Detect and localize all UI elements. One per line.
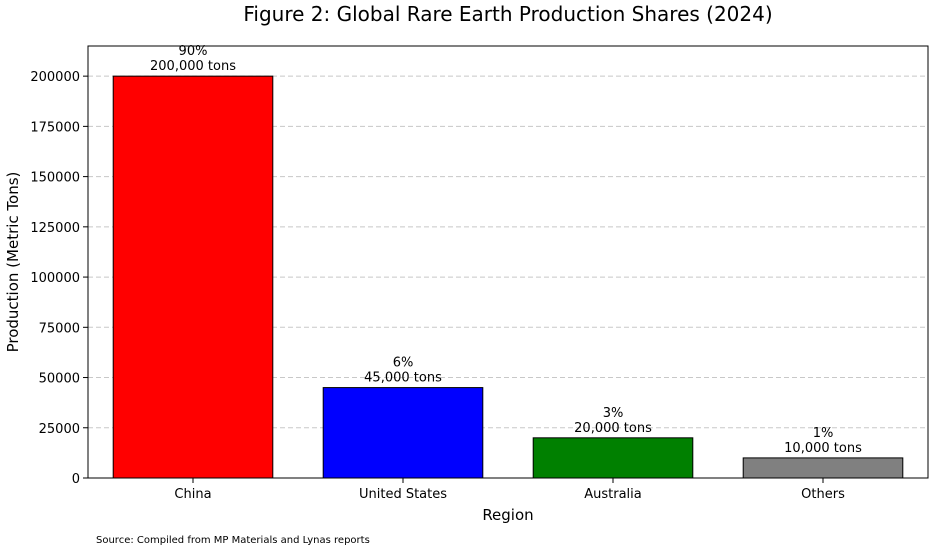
bar (322, 387, 484, 479)
bar-value-label: 200,000 tons (150, 59, 236, 74)
bar-value-label: 10,000 tons (784, 441, 862, 456)
bar-value-label: 20,000 tons (574, 421, 652, 436)
y-tick-label: 75000 (39, 321, 80, 336)
data-labels: 90%200,000 tons 6%45,000 tons 3%20,000 ton… (150, 44, 862, 456)
y-tick-label: 25000 (39, 422, 80, 437)
bar-value-label: 45,000 tons (364, 371, 442, 386)
bar (112, 75, 274, 479)
bar-percent-label: 1% (813, 426, 834, 441)
y-axis-label: Production (Metric Tons) (4, 172, 22, 353)
source-note: Source: Compiled from MP Materials and L… (96, 535, 370, 546)
bar-percent-label: 3% (603, 406, 624, 421)
chart-title: Figure 2: Global Rare Earth Production S… (243, 2, 772, 26)
x-axis-label: Region (482, 506, 533, 524)
y-tick-label: 0 (72, 472, 80, 487)
y-tick-label: 125000 (30, 221, 80, 236)
y-axis-ticks: 0 25000 50000 75000 100000 125000 150000 175000… (30, 70, 88, 487)
y-tick-label: 150000 (30, 171, 80, 186)
y-tick-label: 100000 (30, 271, 80, 286)
bar (742, 457, 904, 479)
x-tick-label: China (174, 487, 211, 502)
y-tick-label: 175000 (30, 120, 80, 135)
x-tick-label: Australia (584, 487, 642, 502)
y-tick-label: 200000 (30, 70, 80, 85)
x-axis-ticks: China United States Australia Others (174, 478, 845, 502)
plot-area-frame (87, 45, 929, 479)
x-tick-label: United States (359, 487, 447, 502)
x-tick-label: Others (801, 487, 845, 502)
bar-percent-label: 6% (393, 356, 414, 371)
bar-percent-label: 90% (179, 44, 208, 59)
bar (532, 437, 694, 479)
y-tick-label: 50000 (39, 372, 80, 387)
bars (112, 75, 904, 479)
